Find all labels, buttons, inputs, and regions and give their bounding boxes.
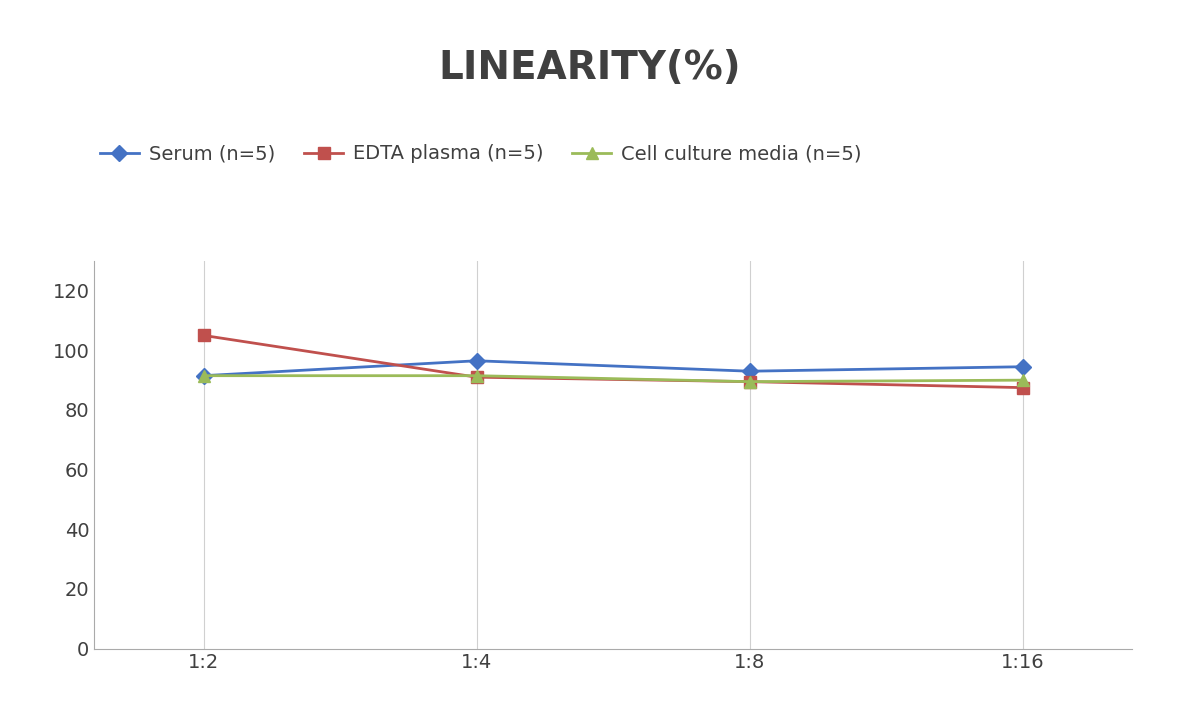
Serum (n=5) xyxy=(197,372,211,380)
Serum (n=5) xyxy=(469,357,483,365)
Line: EDTA plasma (n=5): EDTA plasma (n=5) xyxy=(198,330,1028,393)
Cell culture media (n=5) xyxy=(197,372,211,380)
EDTA plasma (n=5) xyxy=(469,373,483,381)
Text: LINEARITY(%): LINEARITY(%) xyxy=(439,49,740,87)
Line: Serum (n=5): Serum (n=5) xyxy=(198,355,1028,381)
Legend: Serum (n=5), EDTA plasma (n=5), Cell culture media (n=5): Serum (n=5), EDTA plasma (n=5), Cell cul… xyxy=(92,137,869,171)
EDTA plasma (n=5) xyxy=(743,377,757,386)
Line: Cell culture media (n=5): Cell culture media (n=5) xyxy=(198,370,1028,387)
EDTA plasma (n=5) xyxy=(1015,384,1029,392)
EDTA plasma (n=5) xyxy=(197,331,211,340)
Serum (n=5) xyxy=(1015,362,1029,371)
Cell culture media (n=5) xyxy=(743,377,757,386)
Serum (n=5) xyxy=(743,367,757,376)
Cell culture media (n=5) xyxy=(469,372,483,380)
Cell culture media (n=5) xyxy=(1015,376,1029,384)
